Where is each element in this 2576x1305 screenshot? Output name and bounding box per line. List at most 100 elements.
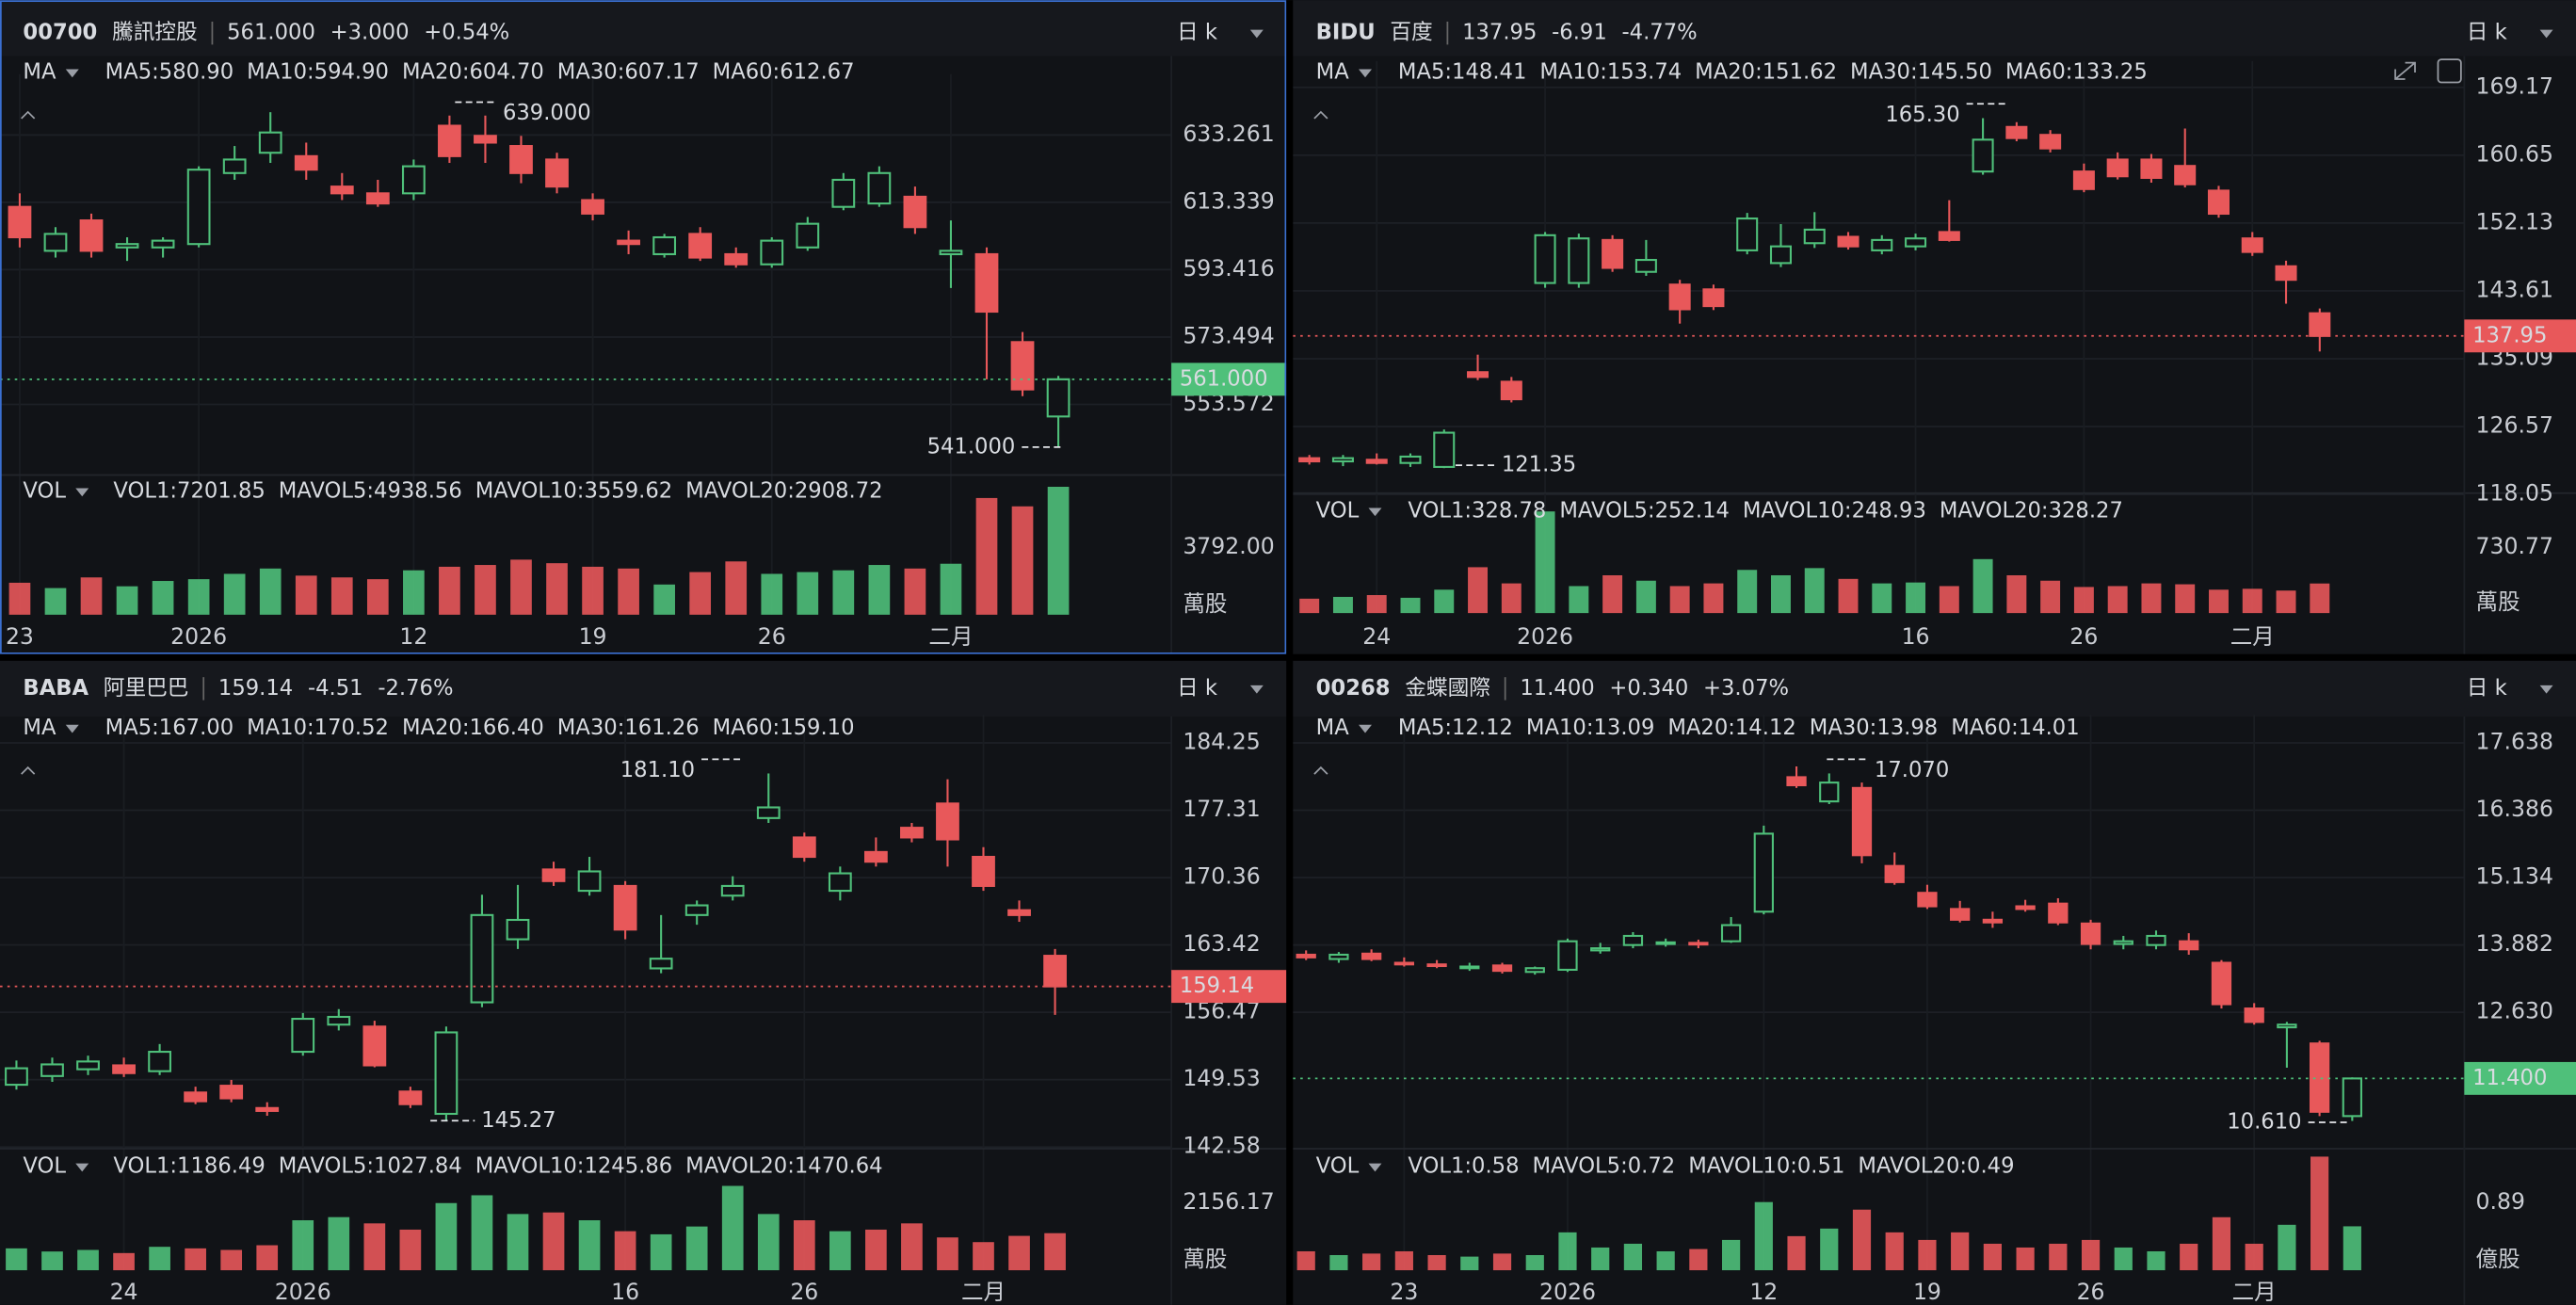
candle-body: [1668, 283, 1691, 311]
vol-legend-item: MAVOL10:0.51: [1688, 1154, 1844, 1179]
candle-body: [1500, 380, 1522, 401]
vol-legend-item: VOL1:0.58: [1408, 1154, 1519, 1179]
candle-body: [1819, 781, 1840, 803]
extreme-label: 145.27: [481, 1108, 555, 1133]
candle-body: [1491, 964, 1513, 973]
volume-bar: [973, 1242, 994, 1271]
period-selector[interactable]: 日 k: [1177, 676, 1218, 701]
candle-body: [76, 1060, 100, 1071]
volume-bar: [1939, 586, 1959, 614]
candle-body: [903, 195, 927, 229]
candle-body: [2015, 905, 2036, 910]
dropdown-arrow[interactable]: [1249, 685, 1264, 694]
candle-body: [1360, 952, 1382, 960]
candle-body: [2048, 902, 2069, 924]
volume-bar: [1434, 589, 1455, 614]
collapse-chevron[interactable]: [21, 110, 36, 120]
ma-legend-item: MA30:607.17: [557, 60, 700, 85]
volume-bar: [1492, 1253, 1512, 1271]
expand-icon[interactable]: [2394, 61, 2416, 80]
volume-bar: [1771, 575, 1791, 614]
candle-body: [541, 868, 566, 882]
ma-legend-item: MA5:167.00: [105, 716, 233, 740]
candle-body: [434, 1031, 459, 1116]
y-tick-label: 152.13: [2476, 208, 2553, 234]
volume-bar: [435, 1202, 458, 1271]
vol-title[interactable]: VOL: [1316, 498, 1360, 523]
volume-bar: [475, 565, 496, 615]
dropdown-arrow[interactable]: [1368, 1163, 1382, 1172]
volume-bar: [1669, 586, 1690, 614]
candle-body: [1043, 955, 1067, 988]
candle-body: [545, 158, 569, 188]
volume-bar: [757, 1214, 780, 1271]
candle-body: [796, 222, 820, 249]
volume-bar: [2040, 580, 2061, 614]
volume-bar: [1591, 1247, 1610, 1271]
vol-title[interactable]: VOL: [23, 1154, 66, 1179]
candle-body: [688, 233, 713, 259]
volume-bar: [116, 586, 138, 615]
volume-bar: [2180, 1243, 2198, 1271]
volume-bar: [1332, 596, 1353, 614]
dropdown-arrow[interactable]: [75, 488, 89, 497]
y-tick-label: 15.134: [2476, 863, 2553, 890]
volume-bar: [363, 1223, 386, 1271]
candle-body: [1046, 378, 1071, 418]
x-tick-label: 24: [110, 1279, 138, 1305]
fullscreen-icon[interactable]: [2437, 58, 2462, 84]
period-selector[interactable]: 日 k: [2467, 676, 2508, 701]
candle-body: [43, 233, 68, 252]
collapse-chevron[interactable]: [1313, 765, 1328, 775]
collapse-chevron[interactable]: [1313, 110, 1328, 120]
dropdown-arrow[interactable]: [1249, 29, 1264, 39]
x-tick-label: 23: [6, 623, 34, 650]
vol-title[interactable]: VOL: [23, 479, 66, 504]
y-tick-label: 16.386: [2476, 796, 2553, 822]
volume-bar: [2175, 584, 2196, 614]
candle-body: [2309, 312, 2331, 337]
volume-bar: [1737, 570, 1758, 614]
volume-bar: [2073, 587, 2094, 614]
candle-body: [1010, 341, 1035, 391]
collapse-chevron[interactable]: [21, 765, 36, 775]
volume-bar: [2245, 1243, 2263, 1271]
dropdown-arrow[interactable]: [75, 1163, 89, 1172]
period-selector[interactable]: 日 k: [1177, 21, 1218, 45]
vol-title[interactable]: VOL: [1316, 1154, 1360, 1179]
x-tick-label: 16: [1902, 623, 1930, 650]
dropdown-arrow[interactable]: [1359, 69, 1372, 78]
dropdown-arrow[interactable]: [65, 724, 79, 733]
symbol: 00700: [23, 21, 97, 45]
volume-bar: [653, 584, 675, 615]
stock-panel: BIDU 百度 137.95 -6.91 -4.77% 日 k MA MA5:148.41 MA…: [1293, 0, 2576, 654]
y-tick-label: 633.261: [1183, 121, 1274, 147]
volume-bar: [1558, 1232, 1577, 1271]
dropdown-arrow[interactable]: [65, 69, 79, 78]
period-selector[interactable]: 日 k: [2467, 21, 2508, 45]
change: +3.000: [330, 21, 410, 45]
dropdown-arrow[interactable]: [2539, 685, 2553, 694]
y-tick-label: 2156.17: [1183, 1188, 1274, 1215]
vol-legend-item: MAVOL10:1245.86: [475, 1154, 672, 1179]
ma-title[interactable]: MA: [23, 716, 56, 740]
volume-bar: [1623, 1243, 1643, 1271]
volume-bar: [2049, 1243, 2068, 1271]
ma-legend-item: MA5:580.90: [105, 60, 233, 85]
ma-title[interactable]: MA: [1316, 716, 1350, 740]
ma-title[interactable]: MA: [1316, 60, 1350, 85]
dropdown-arrow[interactable]: [2539, 29, 2553, 39]
last-price-tag: [2464, 319, 2576, 353]
candle-body: [720, 884, 745, 897]
candle-body: [724, 252, 749, 266]
dropdown-arrow[interactable]: [1368, 508, 1382, 517]
vol-legend-item: MAVOL5:1027.84: [279, 1154, 462, 1179]
dropdown-arrow[interactable]: [1359, 724, 1372, 733]
vol-legend-item: MAVOL5:252.14: [1559, 498, 1730, 523]
candle-body: [649, 958, 673, 970]
volume-bar: [1972, 558, 1993, 614]
ma-title[interactable]: MA: [23, 60, 56, 85]
last-price-tag: [1171, 362, 1287, 396]
volume-bar: [44, 588, 67, 615]
candle-body: [2211, 961, 2232, 1006]
